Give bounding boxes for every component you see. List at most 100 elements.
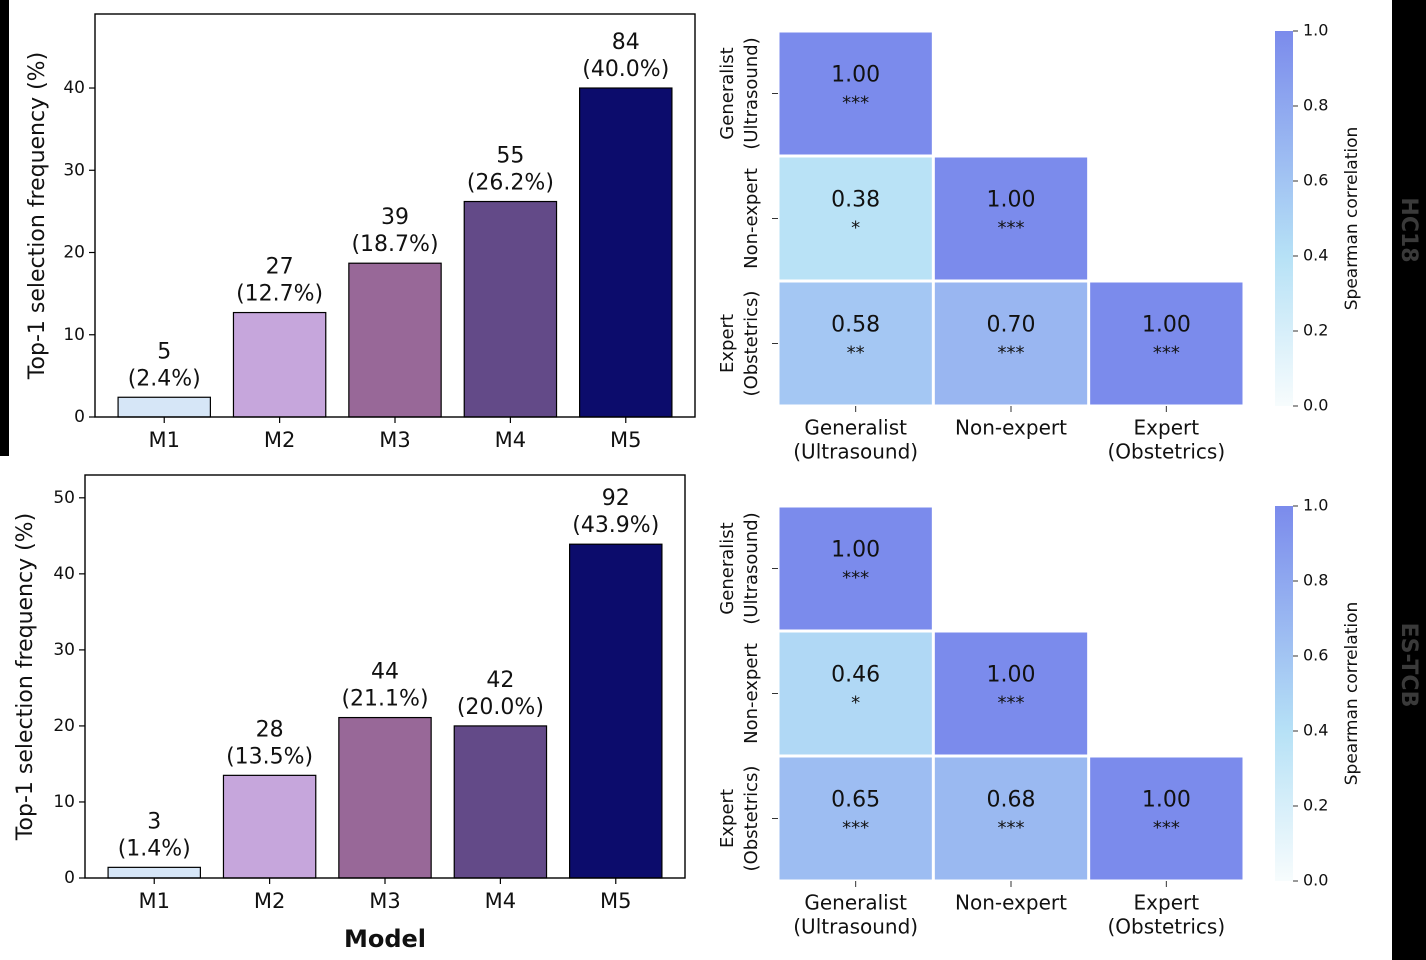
bar [232, 311, 327, 418]
cell-annotation: ** [847, 343, 865, 364]
y-tick-label: 40 [63, 78, 85, 98]
column-tick-label: Generalist [804, 891, 907, 915]
heatmap-cell [934, 282, 1088, 405]
value-label: (12.7%) [236, 282, 323, 307]
colorbar-tick-label: 0.6 [1303, 171, 1328, 190]
cell-annotation: * [851, 218, 860, 239]
value-label: (21.1%) [341, 687, 428, 712]
heatmap-cell [779, 757, 932, 880]
y-tick-label: 10 [53, 792, 75, 812]
cell-value-label: 1.00 [1142, 313, 1191, 338]
row-tick-label: (Ultrasound) [741, 37, 762, 149]
x-tick-label: M2 [254, 889, 285, 913]
count-label: 3 [147, 809, 161, 834]
y-tick-label: 10 [63, 325, 85, 345]
x-tick-label: M3 [379, 428, 410, 452]
column-tick-label: (Obstetrics) [1108, 440, 1226, 464]
cell-value-label: 0.68 [987, 788, 1036, 813]
cell-value-label: 0.58 [831, 313, 880, 338]
cell-annotation: *** [998, 218, 1025, 239]
row-tick-label: Expert [717, 314, 738, 373]
bar [222, 774, 317, 879]
plot-frame [84, 474, 686, 879]
row-tick-label: Non-expert [741, 168, 762, 269]
row-tick-label: (Obstetrics) [741, 766, 762, 872]
count-label: 39 [381, 205, 409, 230]
column-tick-label: (Ultrasound) [793, 440, 918, 464]
bar [569, 543, 663, 879]
colorbar-label: Spearman correlation [1342, 127, 1362, 311]
bar [463, 200, 558, 418]
heatmap-cell [779, 157, 932, 280]
x-tick-label: M4 [495, 428, 526, 452]
cell-annotation: *** [998, 343, 1025, 364]
cell-annotation: * [851, 693, 860, 714]
column-tick-label: (Obstetrics) [1108, 915, 1226, 939]
column-tick-label: Expert [1134, 891, 1200, 915]
bar [107, 866, 201, 879]
colorbar-tick-label: 0.2 [1303, 796, 1328, 815]
y-tick-label: 0 [64, 868, 75, 888]
y-tick-label: 50 [53, 488, 75, 508]
row-tick-label: Generalist [717, 522, 738, 614]
column-tick-label: Non-expert [955, 416, 1067, 440]
heatmap-cell [1090, 757, 1243, 880]
bar [338, 716, 432, 879]
value-label: (13.5%) [226, 744, 313, 769]
x-tick-label: M1 [138, 889, 169, 913]
cell-value-label: 0.70 [987, 313, 1036, 338]
cell-value-label: 0.65 [831, 788, 880, 813]
bar [348, 262, 442, 418]
row-tick-label: Expert [717, 789, 738, 848]
heatmap-cell [934, 632, 1088, 755]
cell-annotation: *** [998, 818, 1025, 839]
heatmap-cell [779, 32, 932, 155]
value-label: (43.9%) [572, 513, 659, 538]
y-tick-label: 40 [53, 564, 75, 584]
cell-annotation: *** [842, 93, 869, 114]
row-tick-label: Non-expert [741, 643, 762, 744]
colorbar-tick-label: 0.8 [1303, 571, 1328, 590]
edge-strip [0, 0, 9, 456]
y-tick-label: 20 [63, 243, 85, 263]
column-tick-label: Generalist [804, 416, 907, 440]
row-tick-label: Generalist [717, 47, 738, 139]
colorbar-tick-label: 0.8 [1303, 96, 1328, 115]
x-tick-label: M1 [148, 428, 179, 452]
row-label: HC18 [1396, 197, 1421, 262]
count-label: 92 [602, 486, 630, 511]
value-label: (20.0%) [457, 695, 544, 720]
heatmap-cell [779, 282, 932, 405]
x-tick-label: M4 [485, 889, 516, 913]
value-label: (1.4%) [118, 836, 191, 861]
cell-value-label: 1.00 [1142, 788, 1191, 813]
x-tick-label: M3 [369, 889, 400, 913]
y-tick-label: 30 [53, 640, 75, 660]
count-label: 42 [486, 668, 514, 693]
heatmap-cell [934, 757, 1088, 880]
heatmap-cell [934, 157, 1088, 280]
x-tick-label: M5 [610, 428, 641, 452]
y-tick-label: 20 [53, 716, 75, 736]
bar [579, 87, 673, 418]
cell-annotation: *** [1153, 343, 1180, 364]
value-label: (18.7%) [351, 232, 438, 257]
value-label: (2.4%) [128, 366, 201, 391]
cell-annotation: *** [998, 693, 1025, 714]
cell-value-label: 0.38 [831, 188, 880, 213]
column-tick-label: Non-expert [955, 891, 1067, 915]
row-tick-label: (Ultrasound) [741, 512, 762, 624]
y-axis-label: Top-1 selection frequency (%) [25, 52, 50, 380]
count-label: 5 [157, 339, 171, 364]
column-tick-label: (Ultrasound) [793, 915, 918, 939]
colorbar-tick-label: 0.0 [1303, 396, 1328, 415]
colorbar-label: Spearman correlation [1342, 602, 1362, 786]
cell-value-label: 1.00 [831, 538, 880, 563]
side-strip [1392, 0, 1426, 960]
row-tick-label: (Obstetrics) [741, 291, 762, 397]
colorbar-tick-label: 0.2 [1303, 321, 1328, 340]
cell-annotation: *** [842, 818, 869, 839]
y-tick-label: 30 [63, 160, 85, 180]
colorbar-tick-label: 0.6 [1303, 646, 1328, 665]
